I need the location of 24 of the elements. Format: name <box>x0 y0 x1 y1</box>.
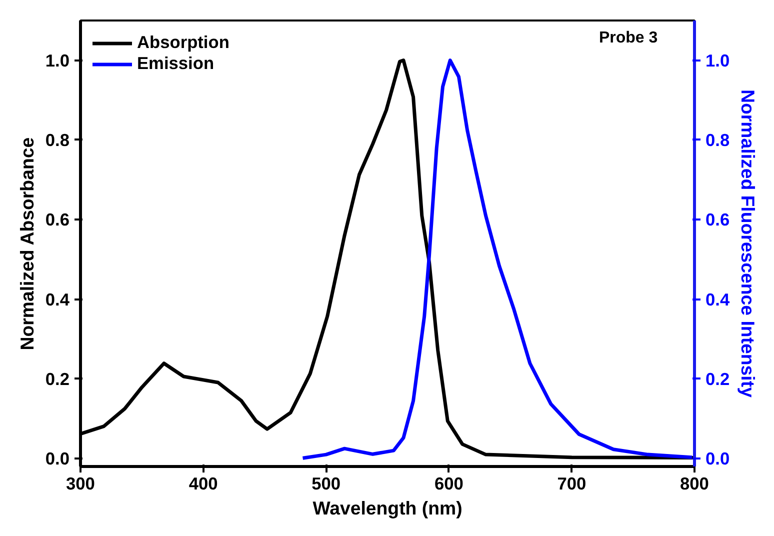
y-axis-title: Normalized Absorbance <box>16 137 38 350</box>
y2-tick-label: 1.0 <box>706 50 730 70</box>
y-tick-label: 0.0 <box>45 448 70 469</box>
y2-axis-title: Normalized Fluorescence Intensity <box>738 90 759 398</box>
y-tick-label: 0.4 <box>45 289 70 310</box>
x-tick-label: 300 <box>66 474 95 494</box>
y-tick-label: 0.8 <box>45 130 70 150</box>
x-axis-title: Wavelength (nm) <box>312 498 462 518</box>
legend-label: Absorption <box>137 32 230 53</box>
legend-label: Emission <box>137 53 214 74</box>
y-tick-label: 0.2 <box>45 368 70 389</box>
x-tick-label: 400 <box>188 474 218 494</box>
y2-tick-label: 0.4 <box>706 289 730 310</box>
x-tick-label: 800 <box>680 474 709 494</box>
x-tick-label: 500 <box>312 474 341 494</box>
y2-tick-label: 0.0 <box>706 448 730 469</box>
x-tick-label: 600 <box>434 474 464 494</box>
y-tick-label: 0.6 <box>45 210 70 230</box>
y2-tick-label: 0.6 <box>706 210 730 230</box>
y2-tick-label: 0.8 <box>706 130 730 150</box>
y2-tick-label: 0.2 <box>706 368 730 389</box>
annotation: Probe 3 <box>598 29 658 46</box>
y-tick-label: 1.0 <box>45 50 70 70</box>
x-tick-label: 700 <box>557 474 586 494</box>
